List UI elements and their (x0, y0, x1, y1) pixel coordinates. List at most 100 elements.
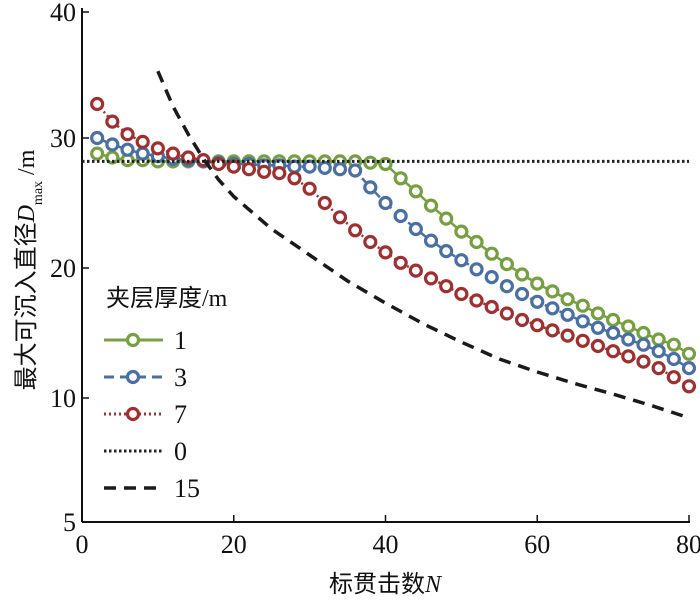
legend-item-0: 0 (104, 437, 187, 466)
legend-label: 0 (174, 437, 187, 466)
data-point (636, 337, 651, 352)
data-point (606, 344, 621, 359)
data-point (408, 221, 423, 237)
series-15 (156, 70, 690, 420)
data-point (590, 306, 606, 321)
data-point (651, 332, 666, 347)
data-point (514, 286, 530, 302)
data-point (681, 346, 697, 361)
data-point (241, 162, 257, 177)
data-point (211, 156, 226, 172)
legend-title: 夹层厚度/m (106, 285, 228, 312)
data-point (469, 293, 484, 308)
y-axis-label: 最大可沉入直径Dmax/m (13, 149, 46, 390)
data-point (545, 284, 560, 299)
legend-item-7: 7 (104, 400, 187, 429)
data-point (514, 267, 530, 282)
y-tick-label: 5 (63, 508, 76, 537)
data-point (90, 130, 105, 146)
data-point (651, 361, 666, 376)
data-point (636, 325, 651, 341)
series-line-3 (96, 136, 690, 370)
plot-area (82, 70, 697, 420)
data-point (363, 180, 378, 195)
data-point (545, 323, 560, 338)
data-point (165, 146, 181, 161)
data-point (348, 223, 363, 238)
legend-marker (125, 332, 141, 348)
data-point (621, 319, 636, 334)
data-point (317, 160, 332, 175)
data-point (499, 279, 514, 294)
data-point (317, 195, 332, 211)
data-point (332, 162, 348, 177)
data-point (484, 270, 499, 285)
data-point (484, 299, 499, 315)
x-tick-label: 80 (676, 530, 700, 559)
x-axis-label-text: 标贯击数 (329, 571, 425, 598)
y-axis-label-text: 最大可沉入直径 (13, 222, 40, 390)
data-point (378, 195, 393, 211)
y-tick-label: 20 (50, 254, 76, 283)
data-point (120, 127, 135, 142)
data-point (348, 163, 363, 178)
y-axis-label-unit: /m (14, 149, 40, 175)
data-point (105, 137, 120, 152)
legend-item-1: 1 (104, 326, 187, 355)
y-tick-label: 30 (50, 124, 76, 153)
data-point (499, 306, 514, 321)
data-point (530, 294, 545, 309)
series-7 (90, 96, 697, 394)
data-point (514, 312, 530, 328)
data-point (590, 320, 606, 335)
x-tick-label: 40 (373, 530, 399, 559)
data-point (560, 307, 575, 322)
data-point (530, 276, 545, 291)
data-point (484, 246, 499, 261)
legend-label: 7 (174, 400, 187, 429)
data-point (423, 271, 439, 286)
x-tick-label: 20 (221, 530, 247, 559)
data-point (606, 312, 621, 328)
data-point (560, 292, 575, 307)
data-point (590, 338, 606, 354)
legend-marker (125, 406, 141, 422)
data-point (621, 332, 636, 347)
legend: 夹层厚度/m 1 3 7 0 15 (104, 285, 228, 503)
data-point (408, 184, 423, 199)
data-point (545, 301, 560, 316)
legend-marker (125, 369, 141, 385)
data-point (666, 370, 681, 385)
data-point (332, 210, 348, 225)
data-point (90, 146, 105, 161)
data-point (272, 166, 287, 181)
x-tick-label: 0 (76, 530, 89, 559)
data-point (454, 286, 469, 302)
series-line-15 (156, 70, 690, 420)
data-point (135, 134, 150, 149)
data-point (681, 379, 697, 394)
legend-label: 1 (174, 326, 187, 355)
legend-label: 15 (174, 474, 200, 503)
x-axis-label: 标贯击数N (329, 571, 443, 598)
data-point (393, 255, 408, 270)
data-point (439, 211, 454, 226)
data-point (363, 234, 378, 250)
data-point (181, 150, 196, 165)
data-point (681, 361, 697, 376)
data-point (666, 351, 681, 367)
data-point (575, 333, 590, 348)
data-point (135, 146, 150, 161)
data-point (439, 244, 454, 259)
data-point (499, 257, 514, 272)
series-line-7 (96, 103, 690, 388)
data-point (378, 245, 393, 260)
data-point (287, 171, 302, 186)
data-point (454, 253, 469, 268)
x-axis-label-var: N (424, 572, 443, 598)
data-point (120, 142, 135, 157)
data-point (636, 354, 651, 369)
y-axis-label-sub: max (31, 181, 46, 205)
x-tick-label: 60 (524, 530, 550, 559)
